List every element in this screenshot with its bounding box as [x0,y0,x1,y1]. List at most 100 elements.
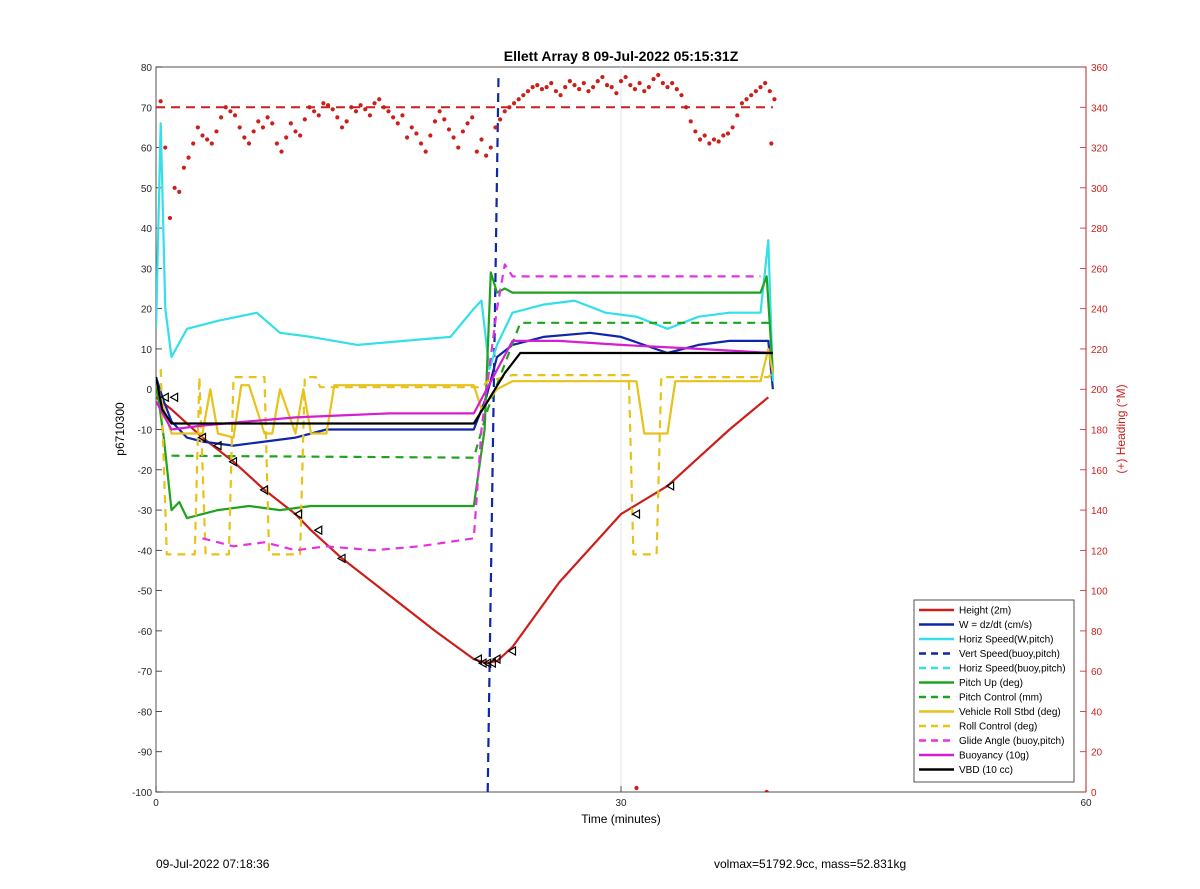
heading-point [293,129,298,134]
heading-point [484,153,489,158]
heading-point [769,141,774,146]
heading-point [372,101,377,106]
heading-point [460,129,465,134]
heading-point [591,85,596,90]
y2-tick-label: 20 [1091,748,1103,759]
heading-point [191,141,196,146]
x-axis-label: Time (minutes) [581,812,661,826]
heading-point [377,97,382,102]
heading-point [665,85,670,90]
heading-point [544,85,549,90]
y-tick-label: 50 [141,184,153,195]
heading-point [758,85,763,90]
y-tick-label: -10 [138,426,153,437]
heading-point [446,127,452,132]
heading-point [228,109,233,114]
heading-point [432,119,438,124]
heading-point [763,81,768,86]
heading-point [298,133,303,138]
y-tick-label: 0 [146,385,152,396]
heading-point [256,119,261,124]
legend-label: Glide Angle (buoy,pitch) [959,736,1064,747]
heading-point [409,125,414,130]
heading-point [214,129,219,134]
heading-point [632,87,638,92]
heading-point [688,119,693,124]
heading-point [223,105,228,110]
heading-point [205,137,210,142]
series-line-6 [171,321,773,459]
dive-marker [477,658,487,669]
y-tick-label: -40 [138,546,153,557]
dive-marker [160,392,169,403]
heading-point [735,113,740,118]
heading-point [307,105,312,110]
y2-tick-label: 180 [1091,426,1108,437]
y-tick-label: 20 [141,305,153,316]
heading-point [711,137,717,142]
y2-tick-label: 60 [1091,667,1103,678]
heading-point [507,105,512,110]
heading-point [553,89,559,94]
series-line-0 [156,396,770,665]
heading-point [539,87,545,92]
y-tick-label: -20 [138,466,153,477]
y2-tick-label: 140 [1091,506,1108,517]
heading-point [744,97,749,102]
heading-point [260,125,266,130]
legend-label: Horiz Speed(W,pitch) [959,635,1053,646]
dive-marker [169,392,179,403]
y2-tick-label: 360 [1091,63,1108,74]
heading-point [451,135,456,140]
heading-point [405,135,410,140]
heading-point [423,149,428,154]
heading-point [609,85,614,90]
heading-point [232,113,238,118]
heading-point [465,121,470,126]
dive-marker [482,658,492,669]
heading-point [693,129,698,134]
heading-point [549,81,554,86]
series-line-2 [156,122,774,382]
heading-point [395,121,400,126]
heading-point [181,165,186,170]
y-tick-label: -90 [138,748,153,759]
heading-point [702,133,707,138]
heading-point [414,131,419,136]
heading-point [707,141,712,146]
heading-point [577,87,582,92]
heading-point [242,135,247,140]
heading-point [511,101,517,106]
heading-point [288,121,293,126]
heading-point [684,105,689,110]
heading-point [353,109,359,114]
heading-point [739,101,745,106]
heading-point [656,72,661,78]
y-axis-label: p6710300 [113,402,127,456]
legend-label: Buoyancy (10g) [959,751,1029,762]
heading-point [219,115,224,120]
heading-point [358,103,363,108]
heading-point [367,113,372,118]
heading-point [284,135,289,140]
y2-tick-label: 0 [1091,788,1097,799]
y2-tick-label: 200 [1091,385,1108,396]
x-tick-label: 30 [615,798,627,809]
heading-point [237,125,242,130]
heading-point [772,97,777,102]
dive-marker [491,654,501,665]
y2-tick-label: 120 [1091,546,1108,557]
heading-point [604,83,610,88]
heading-point [428,133,433,138]
heading-point [651,76,656,82]
y2-tick-label: 300 [1091,184,1108,195]
dive-marker [507,645,517,657]
heading-point [595,78,600,84]
y2-tick-label: 260 [1091,264,1108,275]
x-tick-label: 0 [153,798,159,809]
footer-volmax-mass: volmax=51792.9cc, mass=52.831kg [714,857,907,871]
y-tick-label: 30 [141,264,153,275]
legend-label: Vehicle Roll Stbd (deg) [959,707,1061,718]
heading-point [400,113,405,118]
heading-point [767,89,772,94]
